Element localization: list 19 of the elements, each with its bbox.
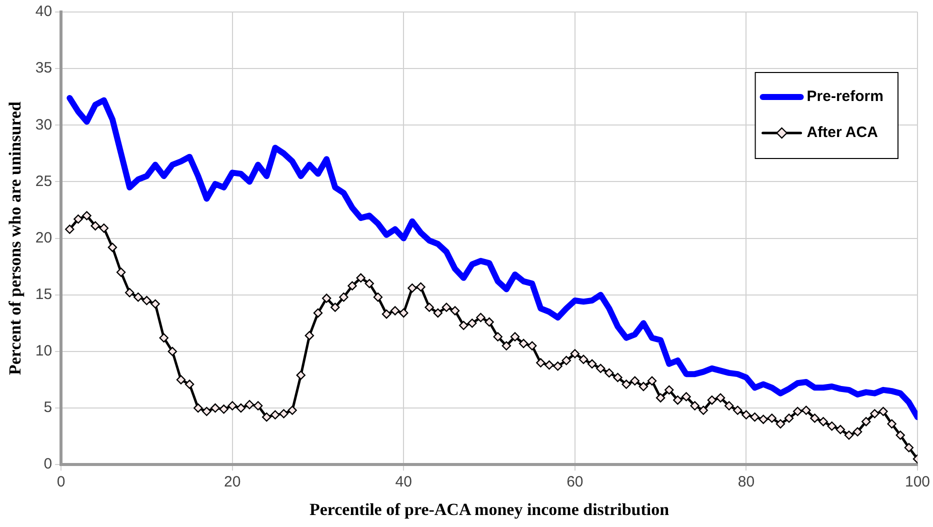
y-tick-label: 30 [35, 116, 52, 134]
y-tick-label: 20 [35, 229, 52, 246]
x-tick-label: 20 [224, 474, 241, 491]
y-tick-label: 25 [35, 172, 52, 190]
x-tick-label: 80 [738, 474, 755, 491]
x-tick-label: 40 [395, 474, 412, 491]
x-axis-title: Percentile of pre-ACA money income distribution [309, 500, 670, 520]
x-tick-label: 0 [56, 474, 66, 491]
y-axis-title: Percent of persons who are uninsured [6, 101, 25, 376]
y-tick-label: 0 [44, 456, 52, 473]
legend-label: After ACA [806, 124, 878, 142]
y-tick-label: 40 [35, 3, 52, 20]
y-tick-label: 15 [35, 286, 52, 304]
x-tick-label: 100 [904, 474, 930, 491]
y-tick-label: 10 [35, 342, 52, 360]
x-tick-label: 60 [566, 474, 584, 491]
y-tick-label: 35 [35, 60, 52, 77]
y-tick-label: 5 [44, 399, 52, 416]
legend-label: Pre-reform [806, 88, 884, 106]
